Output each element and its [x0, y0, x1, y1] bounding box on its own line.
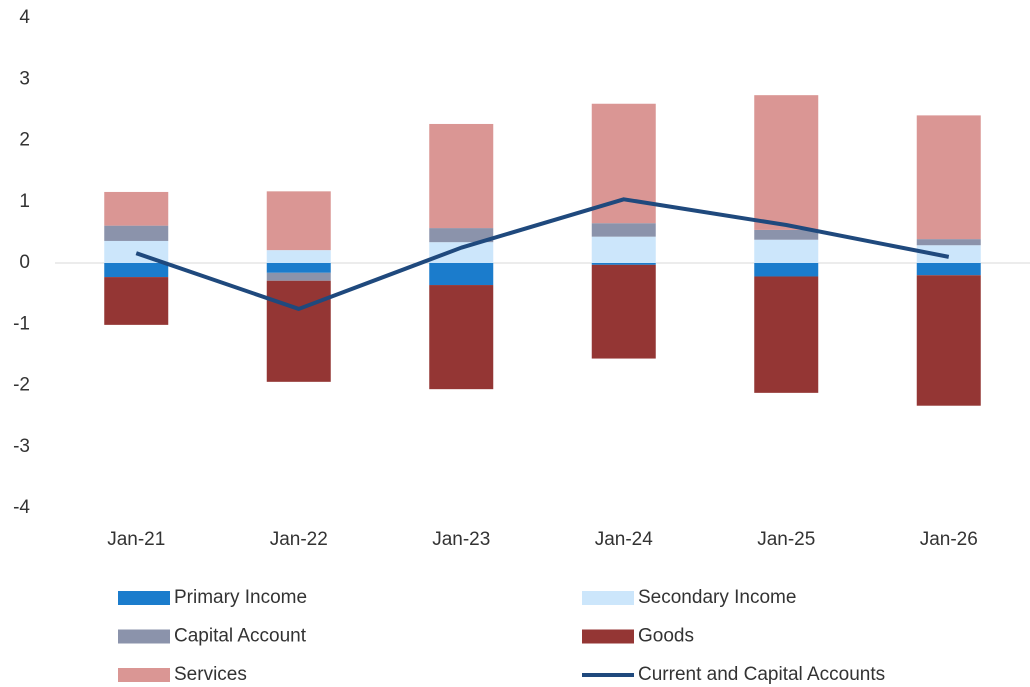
bar-segment: [754, 239, 819, 263]
bar-segment: [916, 263, 981, 276]
legend-swatch: [118, 591, 170, 605]
y-tick-label: -3: [13, 436, 30, 457]
bar-segment: [916, 239, 981, 246]
line: [135, 197, 950, 311]
x-tick-label: Jan-23: [432, 529, 490, 550]
x-tick-label: Jan-26: [920, 529, 978, 550]
bar-segment: [266, 280, 331, 382]
bar-segment: [104, 277, 169, 325]
x-tick-label: Jan-21: [107, 529, 165, 550]
bar-segment: [754, 229, 819, 240]
bar-segment: [591, 263, 656, 265]
bar-segment: [104, 225, 169, 241]
bar-segment: [916, 275, 981, 406]
bar-segment: [429, 242, 494, 263]
y-tick-label: 3: [19, 68, 30, 89]
y-tick-label: -4: [13, 497, 30, 518]
y-tick-label: 0: [19, 252, 30, 273]
legend-label: Current and Capital Accounts: [638, 664, 885, 685]
legend-label: Secondary Income: [638, 587, 796, 608]
bar-segment: [916, 115, 981, 240]
bar-segment: [266, 272, 331, 281]
bar-segment: [754, 95, 819, 230]
y-tick-label: 2: [19, 130, 30, 151]
x-tick-label: Jan-22: [270, 529, 328, 550]
bar-segment: [104, 263, 169, 278]
bar-segment: [754, 263, 819, 277]
bar-segment: [754, 276, 819, 393]
bar-segment: [591, 264, 656, 359]
bar-segment: [266, 191, 331, 251]
bar-segment: [591, 223, 656, 237]
legend-swatch: [582, 629, 634, 644]
x-tick-label: Jan-25: [757, 529, 815, 550]
bar-segment: [591, 236, 656, 263]
bar-segment: [429, 263, 494, 286]
legend-label: Primary Income: [174, 587, 307, 608]
legend-swatch: [582, 591, 634, 605]
x-tick-label: Jan-24: [595, 529, 654, 550]
bar-segment: [916, 245, 981, 263]
legend-swatch: [118, 668, 170, 682]
legend-label: Capital Account: [174, 626, 307, 647]
bar-segment: [429, 123, 494, 229]
bar-segment: [266, 250, 331, 263]
y-tick-label: 1: [19, 191, 30, 212]
bar-segment: [429, 228, 494, 243]
y-tick-label: 4: [19, 7, 30, 28]
bar-segment: [104, 191, 169, 226]
legend-label: Goods: [638, 626, 694, 647]
bar-segment: [429, 285, 494, 390]
bar-segment: [266, 263, 331, 273]
y-tick-label: -2: [13, 375, 30, 396]
legend-label: Services: [174, 664, 247, 685]
y-tick-label: -1: [13, 313, 30, 334]
legend-swatch: [118, 629, 170, 644]
